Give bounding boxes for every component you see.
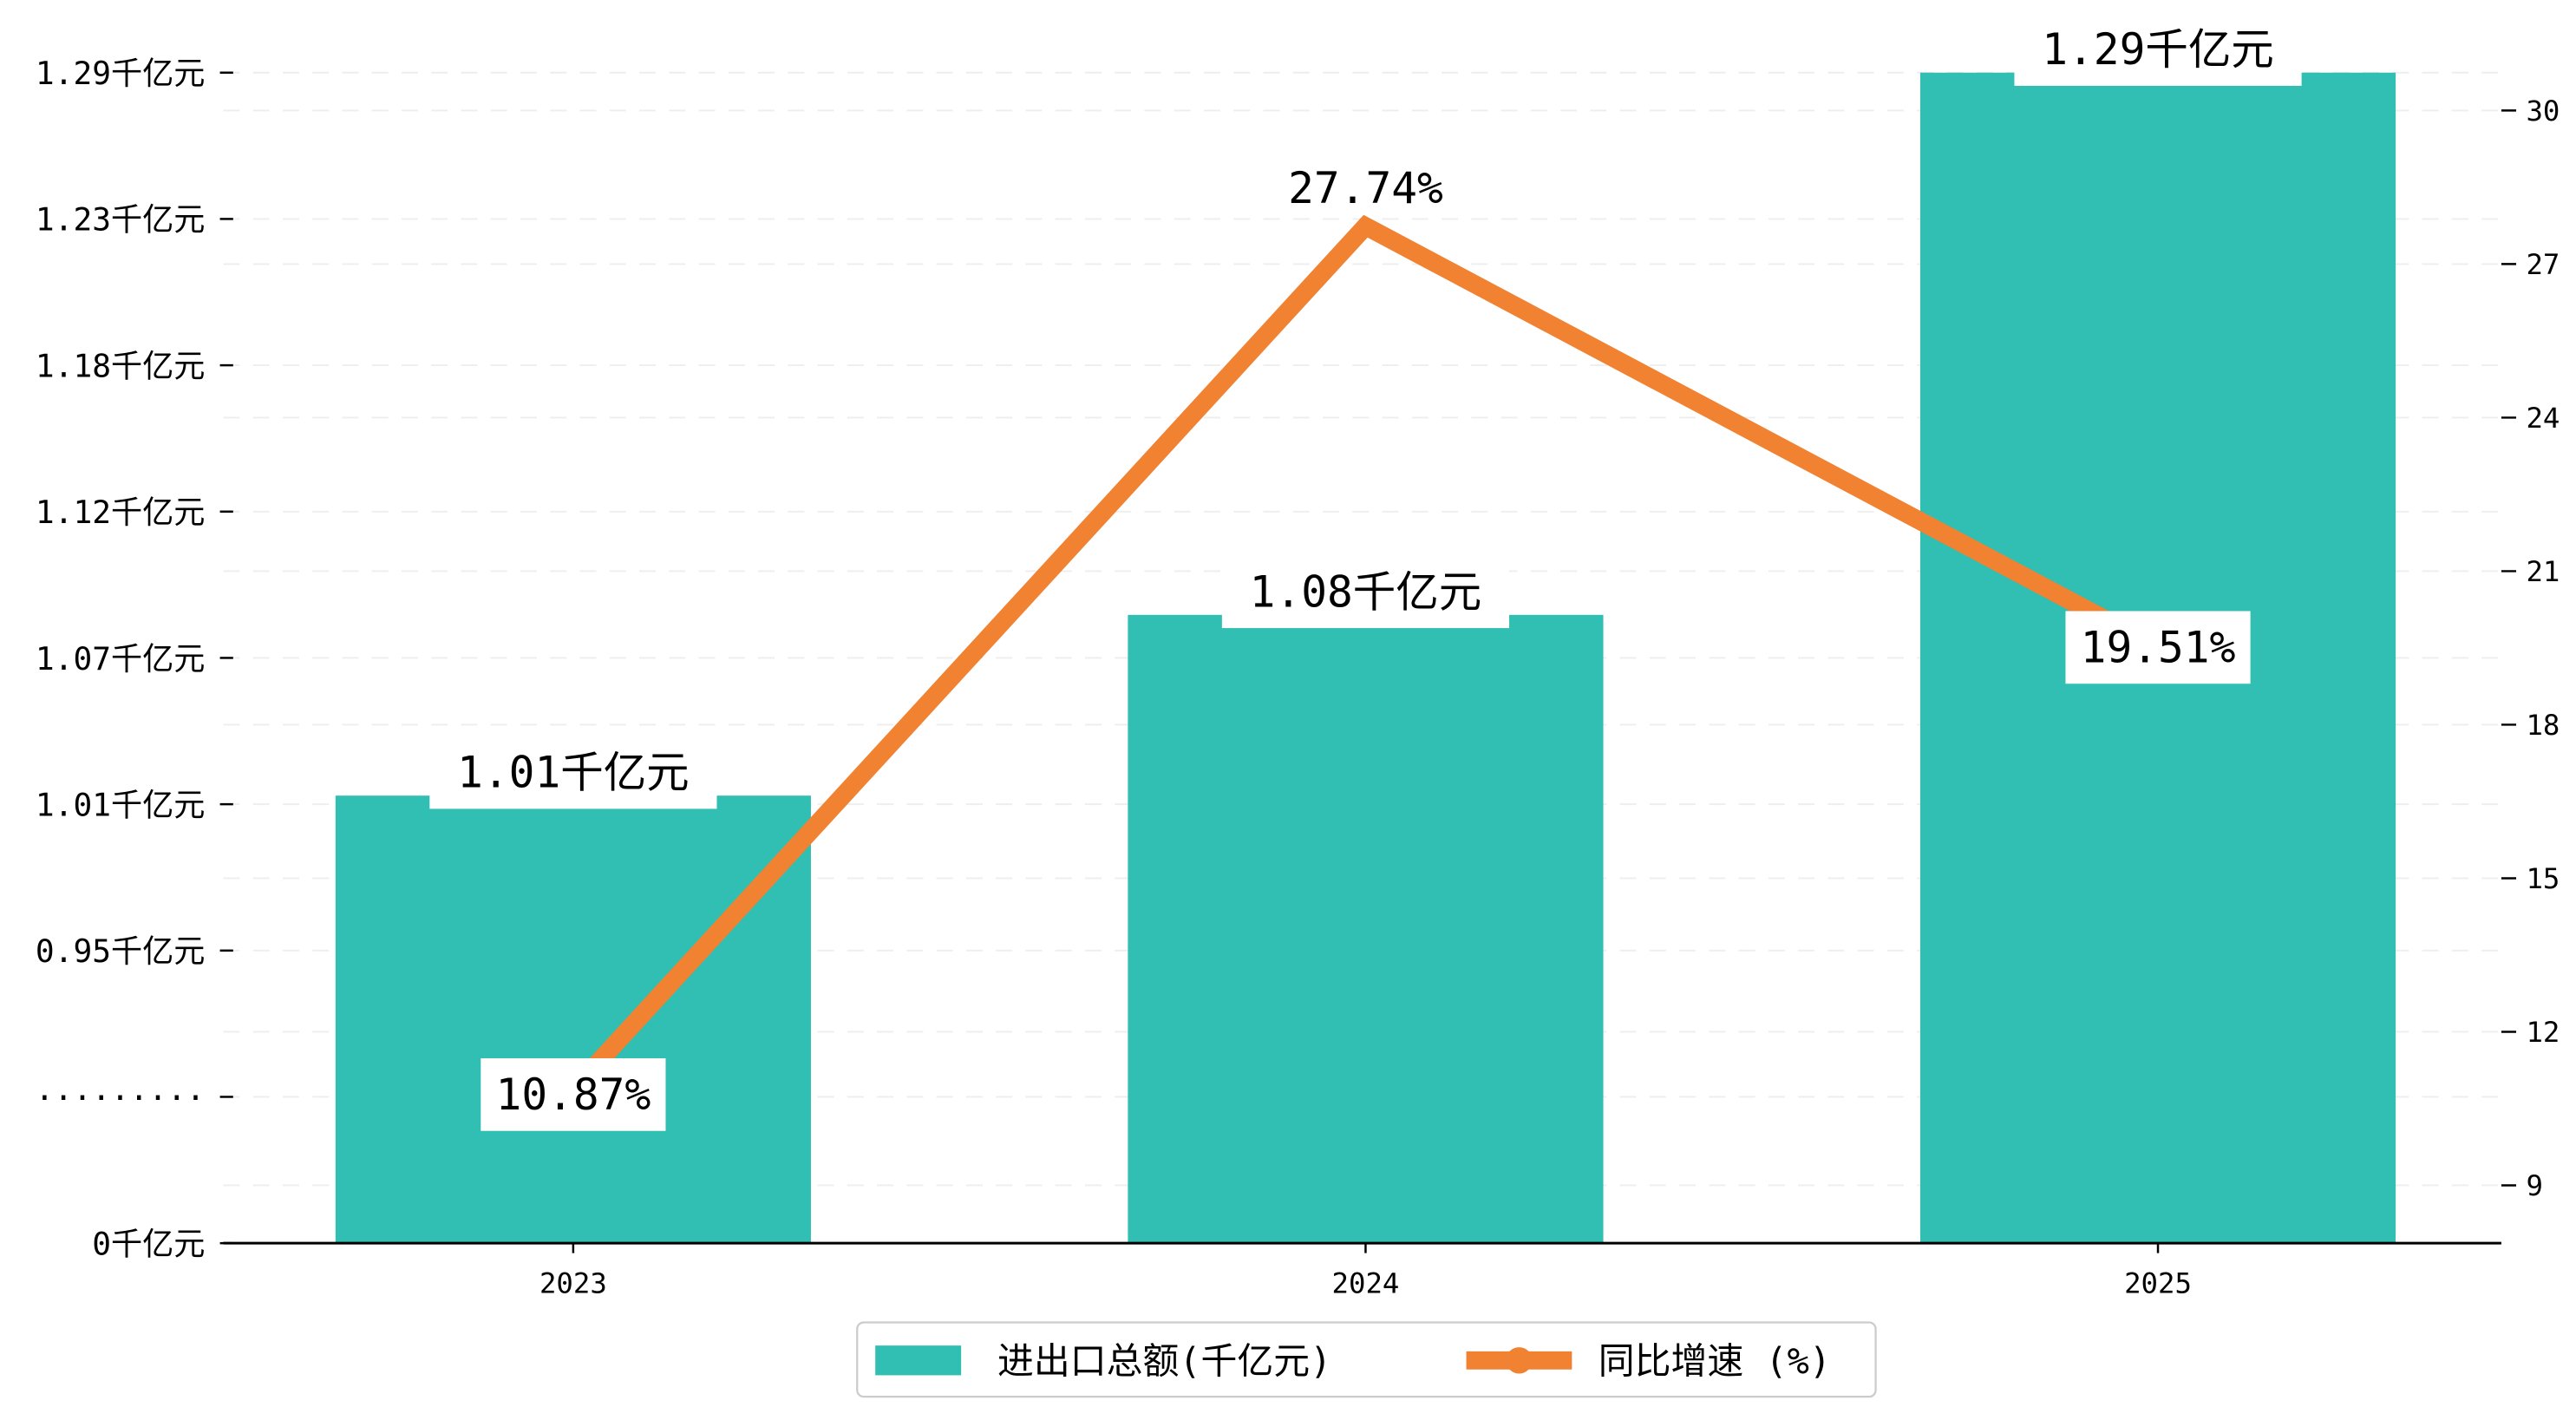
line-label-2025-box: [2065, 611, 2251, 684]
right-tick-label: 12: [2526, 1016, 2560, 1049]
growth-point-2024: [1357, 218, 1374, 235]
bar-label-2025: 1.29千亿元: [2042, 24, 2274, 75]
right-tick-label: 9: [2526, 1169, 2542, 1202]
left-tick-label: 1.29千亿元: [36, 55, 206, 92]
left-tick-label: ·········: [36, 1079, 206, 1116]
legend: 进出口总额(千亿元) 同比增速 (%): [856, 1321, 1877, 1398]
line-label-2025: 19.51%: [2081, 622, 2236, 672]
left-tick-label: 1.07千亿元: [36, 640, 206, 677]
left-tick-label: 1.01千亿元: [36, 786, 206, 823]
x-tick-label: 2023: [539, 1266, 607, 1299]
bar-label-2024-box: [1221, 555, 1510, 629]
line-label-2024: 27.74%: [1288, 163, 1443, 213]
left-tick-label: 0.95千亿元: [36, 932, 206, 970]
bar-label-2023-box: [429, 736, 717, 809]
x-tick-label: 2025: [2124, 1266, 2192, 1299]
right-tick-label: 24: [2526, 402, 2560, 435]
right-tick-label: 21: [2526, 555, 2560, 588]
legend-box: [856, 1321, 1877, 1398]
left-tick-label: 1.12千亿元: [36, 494, 206, 531]
right-tick-label: 27: [2526, 248, 2560, 281]
bar-label-2025-box: [2014, 13, 2302, 86]
left-tick-label: 0千亿元: [92, 1225, 205, 1262]
bar-label-2024: 1.08千亿元: [1250, 566, 1482, 617]
bar-label-2023: 1.01千亿元: [457, 748, 690, 798]
right-tick-label: 18: [2526, 709, 2560, 742]
x-tick-label: 2024: [1332, 1266, 1400, 1299]
legend-label-bar: 进出口总额(千亿元): [997, 1340, 1331, 1383]
legend-line-marker: [1506, 1347, 1533, 1374]
right-tick-label: 15: [2526, 862, 2560, 895]
axes: 0千亿元 ········· 0.95千亿元 1.01千亿元 1.07千亿元 1.12千亿…: [36, 55, 2560, 1299]
left-tick-label: 1.18千亿元: [36, 347, 206, 384]
bar-2023: [335, 795, 811, 1244]
line-label-2023-box: [481, 1057, 666, 1131]
right-tick-label: 30: [2526, 95, 2560, 128]
bar-2024: [1128, 614, 1604, 1244]
left-tick-label: 1.23千亿元: [36, 201, 206, 239]
data-labels: 1.01千亿元 1.08千亿元 1.29千亿元 10.87% 27.74% 19.51%: [429, 13, 2302, 1131]
line-label-2023: 10.87%: [496, 1070, 651, 1120]
legend-bar-swatch: [875, 1345, 962, 1376]
legend-label-line: 同比增速 (%): [1599, 1340, 1831, 1383]
